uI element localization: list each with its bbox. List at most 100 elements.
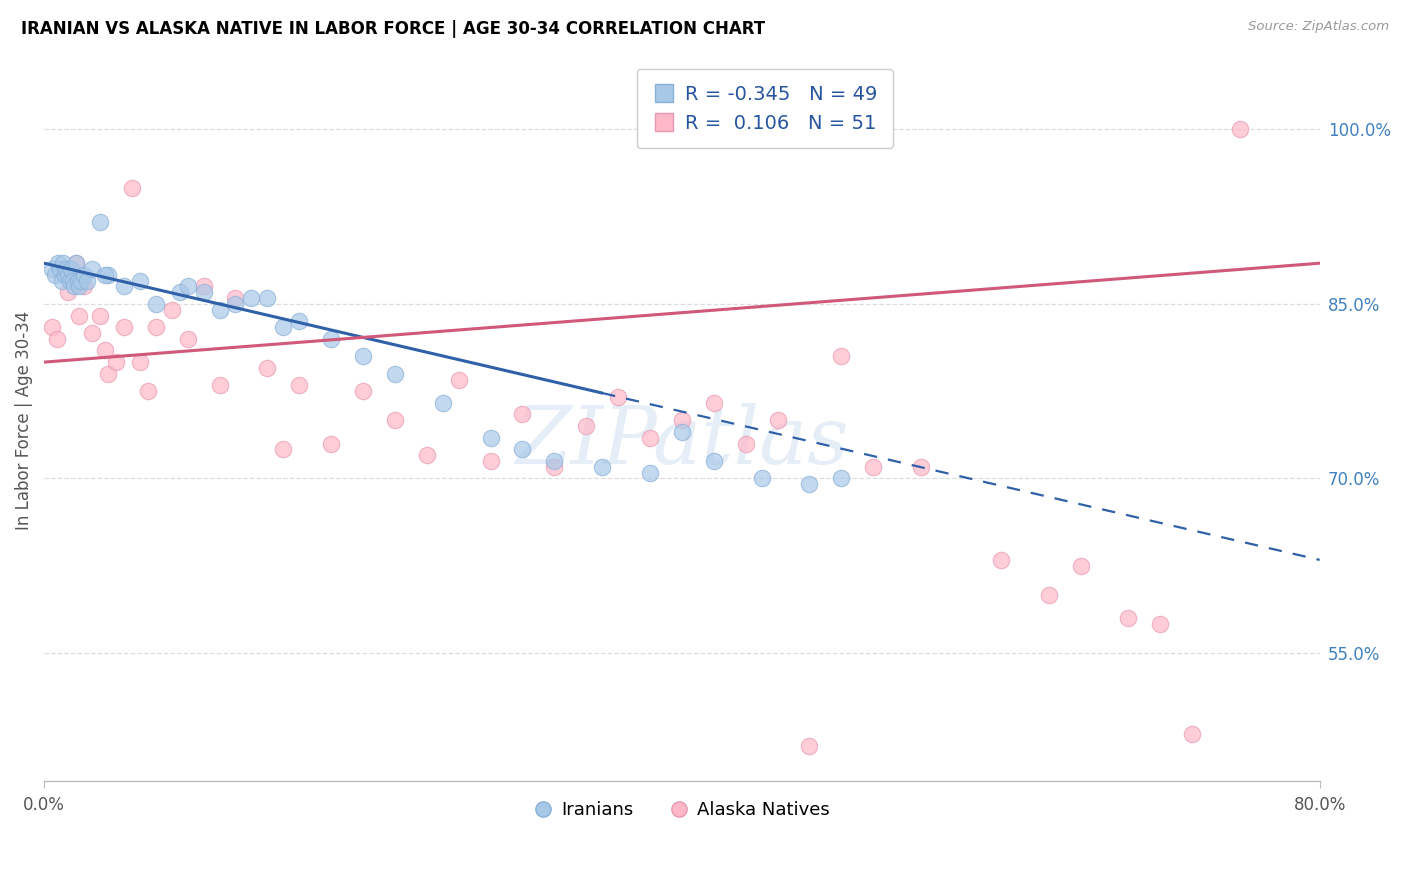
Point — [93, 268, 115, 282]
Point — [1038, 588, 1060, 602]
Point — [1069, 558, 1091, 573]
Point — [51, 274, 73, 288]
Point — [208, 378, 231, 392]
Point — [591, 459, 613, 474]
Point — [112, 320, 135, 334]
Point — [479, 431, 502, 445]
Point — [512, 408, 534, 422]
Point — [288, 378, 311, 392]
Point — [384, 413, 406, 427]
Point — [671, 425, 693, 439]
Point — [56, 285, 79, 300]
Point — [41, 262, 63, 277]
Point — [799, 739, 821, 753]
Point — [271, 320, 294, 334]
Point — [319, 332, 342, 346]
Point — [575, 419, 598, 434]
Point — [1118, 611, 1140, 625]
Point — [76, 274, 98, 288]
Point — [319, 436, 342, 450]
Point — [45, 332, 67, 346]
Point — [67, 279, 90, 293]
Point — [73, 268, 96, 282]
Point — [1181, 727, 1204, 741]
Point — [136, 384, 159, 399]
Point — [799, 477, 821, 491]
Point — [288, 314, 311, 328]
Point — [479, 454, 502, 468]
Point — [97, 268, 120, 282]
Point — [44, 268, 66, 282]
Legend: Iranians, Alaska Natives: Iranians, Alaska Natives — [527, 794, 837, 826]
Point — [416, 448, 439, 462]
Point — [59, 274, 82, 288]
Point — [176, 279, 198, 293]
Point — [830, 471, 852, 485]
Text: IRANIAN VS ALASKA NATIVE IN LABOR FORCE | AGE 30-34 CORRELATION CHART: IRANIAN VS ALASKA NATIVE IN LABOR FORCE … — [21, 20, 765, 37]
Point — [671, 413, 693, 427]
Point — [352, 349, 374, 363]
Point — [447, 373, 470, 387]
Point — [67, 309, 90, 323]
Point — [80, 326, 103, 340]
Point — [208, 302, 231, 317]
Point — [512, 442, 534, 457]
Point — [49, 262, 72, 277]
Point — [734, 436, 756, 450]
Point — [240, 291, 263, 305]
Point — [766, 413, 789, 427]
Point — [145, 320, 167, 334]
Point — [703, 454, 725, 468]
Point — [128, 355, 150, 369]
Point — [53, 268, 76, 282]
Point — [97, 367, 120, 381]
Point — [830, 349, 852, 363]
Point — [703, 396, 725, 410]
Point — [73, 279, 96, 293]
Point — [224, 291, 246, 305]
Point — [910, 459, 932, 474]
Point — [990, 553, 1012, 567]
Point — [193, 285, 215, 300]
Point — [1149, 616, 1171, 631]
Point — [607, 390, 630, 404]
Point — [193, 279, 215, 293]
Point — [271, 442, 294, 457]
Point — [638, 431, 661, 445]
Point — [63, 279, 86, 293]
Point — [65, 256, 87, 270]
Point — [543, 459, 565, 474]
Point — [65, 256, 87, 270]
Point — [256, 360, 278, 375]
Point — [384, 367, 406, 381]
Point — [60, 262, 83, 277]
Point — [128, 274, 150, 288]
Point — [256, 291, 278, 305]
Point — [543, 454, 565, 468]
Point — [55, 262, 77, 277]
Point — [145, 297, 167, 311]
Point — [432, 396, 454, 410]
Point — [112, 279, 135, 293]
Point — [121, 180, 143, 194]
Point — [638, 466, 661, 480]
Point — [56, 268, 79, 282]
Point — [62, 274, 84, 288]
Point — [751, 471, 773, 485]
Point — [862, 459, 884, 474]
Point — [93, 343, 115, 358]
Text: Source: ZipAtlas.com: Source: ZipAtlas.com — [1249, 20, 1389, 33]
Point — [1229, 122, 1251, 136]
Y-axis label: In Labor Force | Age 30-34: In Labor Force | Age 30-34 — [15, 310, 32, 530]
Point — [49, 262, 72, 277]
Point — [80, 262, 103, 277]
Point — [104, 355, 127, 369]
Point — [89, 215, 111, 229]
Point — [169, 285, 191, 300]
Point — [89, 309, 111, 323]
Point — [352, 384, 374, 399]
Point — [224, 297, 246, 311]
Point — [66, 274, 89, 288]
Point — [176, 332, 198, 346]
Point — [41, 320, 63, 334]
